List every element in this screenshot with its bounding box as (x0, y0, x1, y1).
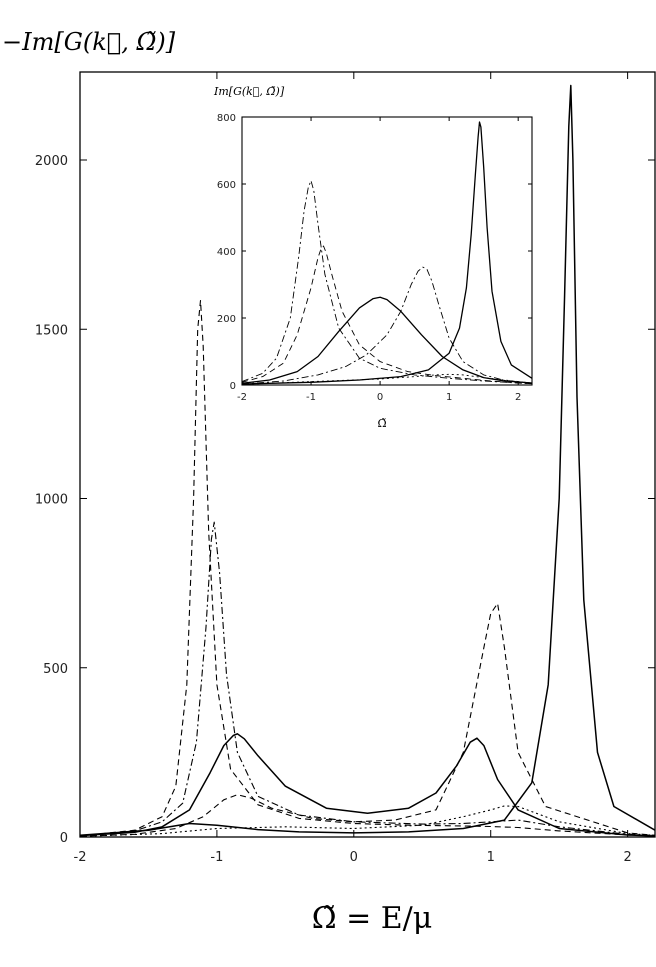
main-y-tick-label: 0 (60, 831, 68, 846)
main-plot-frame (79, 71, 656, 838)
inset-series-line-2 (241, 245, 533, 385)
inset-series-line-3 (241, 296, 533, 384)
inset-series-line-5 (241, 373, 533, 385)
main-x-tick-label: -2 (74, 850, 87, 865)
inset-y-tick-label: 0 (230, 381, 236, 392)
main-y-tick-label: 1000 (35, 493, 68, 508)
inset-x-tick-label: -1 (306, 392, 316, 403)
inset-ticks: -2 -1 0 1 2 0 200 400 600 800 (217, 113, 532, 403)
inset-series-line-6 (241, 121, 533, 385)
inset-x-tick-label: 1 (446, 392, 452, 403)
main-x-tick-label: 0 (350, 850, 358, 865)
main-ylabel-text: −Im[G(k⃗, Ω̃)] (2, 28, 176, 56)
main-series (79, 84, 656, 837)
main-y-tick-label: 2000 (35, 154, 68, 169)
main-x-tick-label: -1 (210, 850, 223, 865)
main-ylabel: −Im[G(k⃗, Ω̃)] (2, 28, 176, 56)
main-series-line-4 (79, 602, 656, 837)
main-y-tick-label: 1500 (35, 323, 68, 338)
inset-y-tick-label: 800 (217, 113, 236, 124)
main-series-line-6 (79, 84, 656, 837)
main-series-line-2 (79, 521, 656, 837)
inset-series-line-4 (241, 266, 533, 385)
inset-y-tick-label: 400 (217, 247, 236, 258)
main-y-tick-label: 500 (43, 662, 68, 677)
inset-series (241, 121, 533, 385)
inset-y-tick-label: 600 (217, 180, 236, 191)
inset-x-tick-label: 2 (515, 392, 521, 403)
inset-y-tick-label: 200 (217, 314, 236, 325)
inset-ylabel: Im[G(k⃗, Ω̃)] (213, 85, 285, 98)
inset-series-line-1 (241, 180, 533, 385)
inset-x-tick-label: -2 (237, 392, 247, 403)
main-series-line-3 (79, 733, 656, 837)
main-series-line-1 (79, 299, 656, 837)
main-x-tick-label: 2 (623, 850, 631, 865)
inset-xlabel: Ω̃ (377, 417, 386, 430)
inset-x-tick-label: 0 (377, 392, 383, 403)
main-x-tick-label: 1 (487, 850, 495, 865)
main-xlabel: Ω̃ = E/μ (312, 901, 433, 936)
